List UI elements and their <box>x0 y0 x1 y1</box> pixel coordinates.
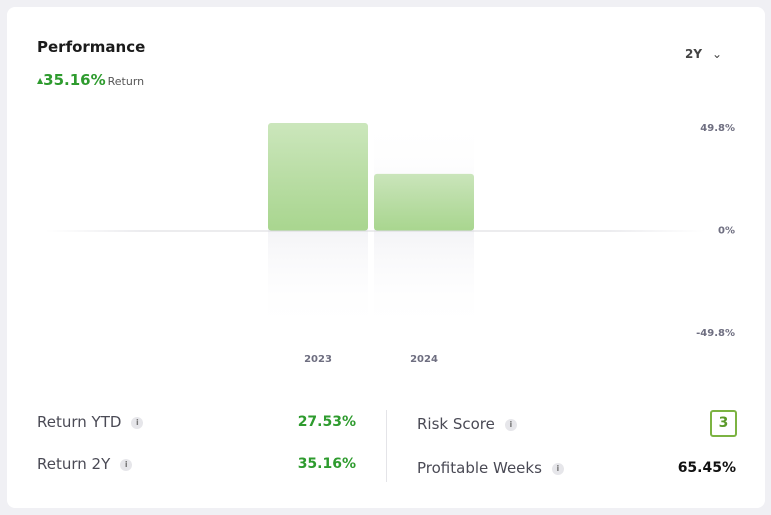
performance-card: Performance ▲35.16% Return 2Y ⌄ Return YTD… <box>7 7 765 508</box>
info-icon[interactable]: i <box>131 416 144 429</box>
stat-label: Risk Score i <box>417 415 517 433</box>
risk-score-badge: 3 <box>710 410 737 437</box>
card-title: Performance <box>37 38 146 56</box>
zero-line <box>45 230 705 232</box>
stat-label: Return 2Y i <box>37 455 133 473</box>
stat-label-text: Return YTD <box>37 413 122 431</box>
stat-label-text: Return 2Y <box>37 455 111 473</box>
x-tick-label: 2024 <box>410 354 438 365</box>
change-value: 35.16% <box>43 71 106 89</box>
up-arrow: ▲ <box>37 76 44 85</box>
y-tick-label: 0% <box>718 226 735 237</box>
change-label: Return <box>107 75 145 88</box>
info-icon[interactable]: i <box>120 458 133 471</box>
bar <box>268 123 368 231</box>
y-tick-label: -49.8% <box>696 328 735 339</box>
stat-value: 35.16% <box>297 456 356 472</box>
bar <box>374 173 474 231</box>
stat-label: Profitable Weeks i <box>417 459 564 477</box>
period-value[interactable]: 2Y <box>685 47 703 61</box>
stat-value: 65.45% <box>677 460 736 476</box>
info-icon[interactable]: i <box>551 462 564 475</box>
divider <box>386 410 387 482</box>
stat-label: Return YTD i <box>37 413 144 431</box>
y-tick-label: 49.8% <box>700 123 735 134</box>
stat-label-text: Risk Score <box>417 415 495 433</box>
chevron[interactable]: ⌄ <box>712 47 723 61</box>
info-icon[interactable]: i <box>504 418 517 431</box>
stat-label-text: Profitable Weeks <box>417 459 542 477</box>
chart: 49.8% 0% -49.8% 2023 2024 <box>45 120 735 365</box>
stat-value: 27.53% <box>297 414 356 430</box>
return-change: ▲35.16% Return <box>37 71 144 89</box>
x-tick-label: 2023 <box>304 354 332 365</box>
period-dropdown[interactable]: 2Y ⌄ <box>685 47 722 61</box>
